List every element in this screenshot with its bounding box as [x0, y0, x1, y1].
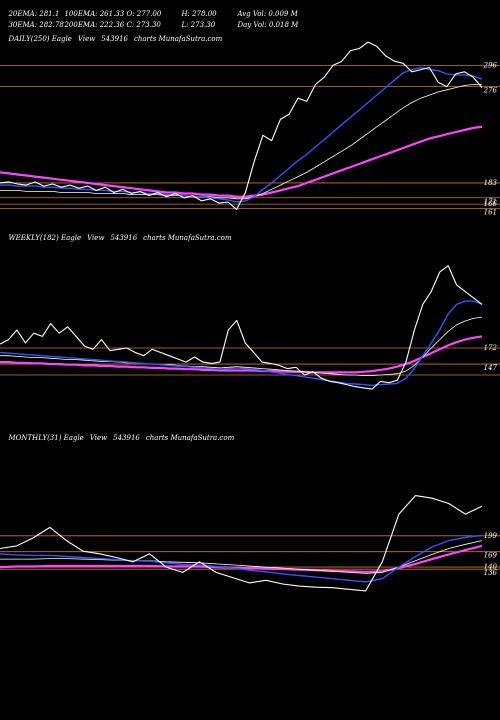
level-label: 161 [484, 208, 497, 216]
level-label: 276 [483, 87, 498, 95]
weekly-chart-title: WEEKLY(182) Eagle View 543916 charts Munafa… [4, 226, 238, 242]
low-readout: L: 273.30 [181, 21, 216, 29]
header-row-1: 20EMA: 281.1 100EMA: 261.33 O: 277.00 H: 27… [4, 2, 298, 18]
price-line [0, 41, 483, 210]
level-label: 183 [484, 179, 498, 187]
ema-fast-line [0, 534, 483, 583]
high-readout: H: 278.00 [181, 10, 217, 18]
price-line [0, 495, 483, 592]
weekly-chart: 172 147 [0, 265, 500, 390]
price-line [0, 265, 483, 390]
ema100-readout: 100EMA: 261.33 [64, 10, 125, 18]
level-label: 136 [484, 569, 498, 577]
title-part: View [87, 234, 105, 242]
monthly-chart-title: MONTHLY(31) Eagle View 543916 charts Munafa… [4, 426, 240, 442]
header-row-2: 30EMA: 282.78200EMA: 222.36 C: 273.30 L: 2… [4, 13, 298, 29]
title-part: 543916 [101, 35, 128, 43]
title-part: DAILY(250) Eagle [8, 35, 72, 43]
level-label: 171 [484, 198, 497, 206]
title-part: View [77, 35, 96, 43]
level-label: 147 [484, 364, 498, 372]
ema-slow-line [0, 544, 483, 573]
ema30-readout: 30EMA: 282.78 [8, 21, 64, 29]
level-label: 296 [483, 61, 498, 69]
ema-slow-line [0, 125, 483, 198]
title-part: View [89, 434, 108, 442]
daily-chart-title: DAILY(250) Eagle View 543916 charts MunafaS… [4, 27, 228, 43]
open-readout: O: 277.00 [126, 10, 162, 18]
avg-vol-readout: Avg Vol: 0.009 M [237, 10, 298, 18]
ema-slow-line [0, 335, 483, 374]
level-label: 166 [484, 200, 498, 208]
title-part: charts MunafaSutra.com [145, 434, 235, 442]
title-part: WEEKLY(182) Eagle [8, 234, 82, 242]
ema-fast-line [0, 300, 483, 387]
ema200-readout: 200EMA: 222.36 [64, 21, 125, 29]
title-part: MONTHLY(31) Eagle [8, 434, 84, 442]
ema20-readout: 20EMA: 281.1 [8, 10, 60, 18]
title-part: charts MunafaSutra.com [143, 234, 232, 242]
title-part: 543916 [113, 434, 140, 442]
day-vol-readout: Day Vol: 0.018 M [237, 21, 299, 29]
ema-mid-line [0, 84, 482, 200]
level-label: 172 [484, 344, 498, 352]
level-label: 140 [484, 563, 498, 571]
title-part: charts MunafaSutra.com [133, 35, 223, 43]
level-label: 199 [484, 532, 498, 540]
ema-mid-line [0, 316, 483, 377]
level-label: 169 [484, 552, 498, 560]
title-part: 543916 [110, 234, 138, 242]
close-readout: C: 273.30 [126, 21, 161, 29]
